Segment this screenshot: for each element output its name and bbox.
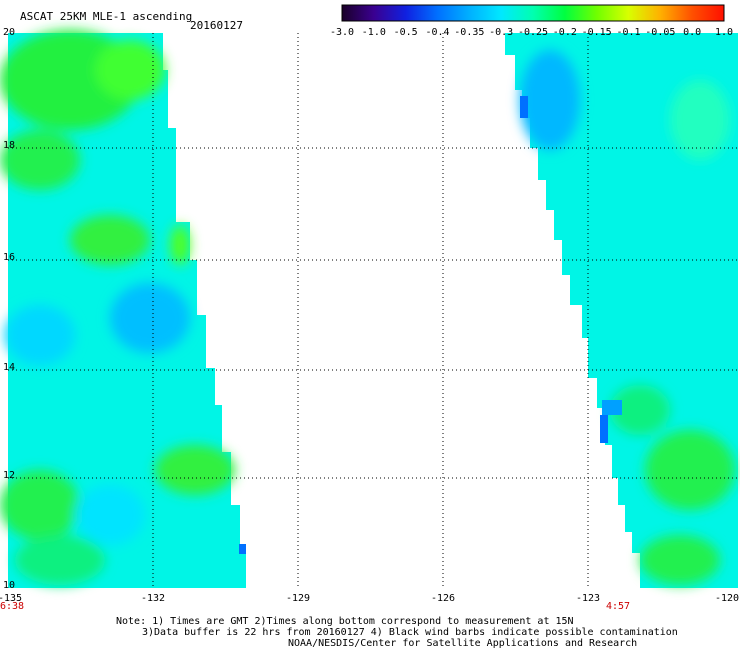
colorbar-tick-label: 0.0 [683,27,702,38]
colorbar-tick-label: -3.0 [329,27,355,38]
lat-label-20: 20 [3,27,16,38]
colorbar-tick-label: -0.15 [581,27,612,38]
colorbar-tick-label: -0.4 [425,27,450,38]
footer-note-2: 3)Data buffer is 22 hrs from 20160127 4)… [142,627,678,638]
right-swath-shading [520,50,735,585]
lat-label-18: 18 [3,140,16,151]
product-title: ASCAT 25KM MLE-1 ascending [20,10,193,23]
lon-label-123: -123 [575,593,601,604]
lon-label-132: -132 [140,593,166,604]
footer-note-3: NOAA/NESDIS/Center for Satellite Applica… [288,638,638,649]
footer-note-1: Note: 1) Times are GMT 2)Times along bot… [116,616,574,627]
right-swath-pixel-b [600,415,608,443]
product-date: 20160127 [190,19,243,32]
time-right-label: 4:57 [606,601,631,612]
graticule [8,33,738,588]
lon-label-135: -135 [0,593,23,604]
colorbar-tick-label: -0.5 [393,27,418,38]
lon-label-120: -120 [714,593,740,604]
colorbar-tick-label: -0.2 [552,27,577,38]
right-swath-pixel-a [520,96,528,118]
right-swath [505,33,738,588]
right-swath-pixel-c [602,400,622,415]
lat-label-16: 16 [3,252,16,263]
colorbar [341,4,725,22]
lat-label-10: 10 [3,580,16,591]
colorbar-tick-label: -0.05 [645,27,676,38]
time-left-label: 6:38 [0,601,25,612]
left-swath-pixel [239,544,246,554]
lon-label-126: -126 [430,593,456,604]
colorbar-tick-label: -0.1 [616,27,641,38]
lat-label-14: 14 [3,362,16,373]
left-swath-shading [0,30,235,585]
colorbar-tick-label: 1.0 [714,27,734,38]
colorbar-gradient [341,4,725,22]
left-swath [0,30,246,588]
colorbar-tick-label: -0.3 [489,27,514,38]
colorbar-tick-label: -0.25 [517,27,549,38]
colorbar-tick-label: -1.0 [361,27,386,38]
lon-label-129: -129 [285,593,311,604]
colorbar-tick-label: -0.35 [454,27,485,38]
lat-label-12: 12 [3,470,16,481]
